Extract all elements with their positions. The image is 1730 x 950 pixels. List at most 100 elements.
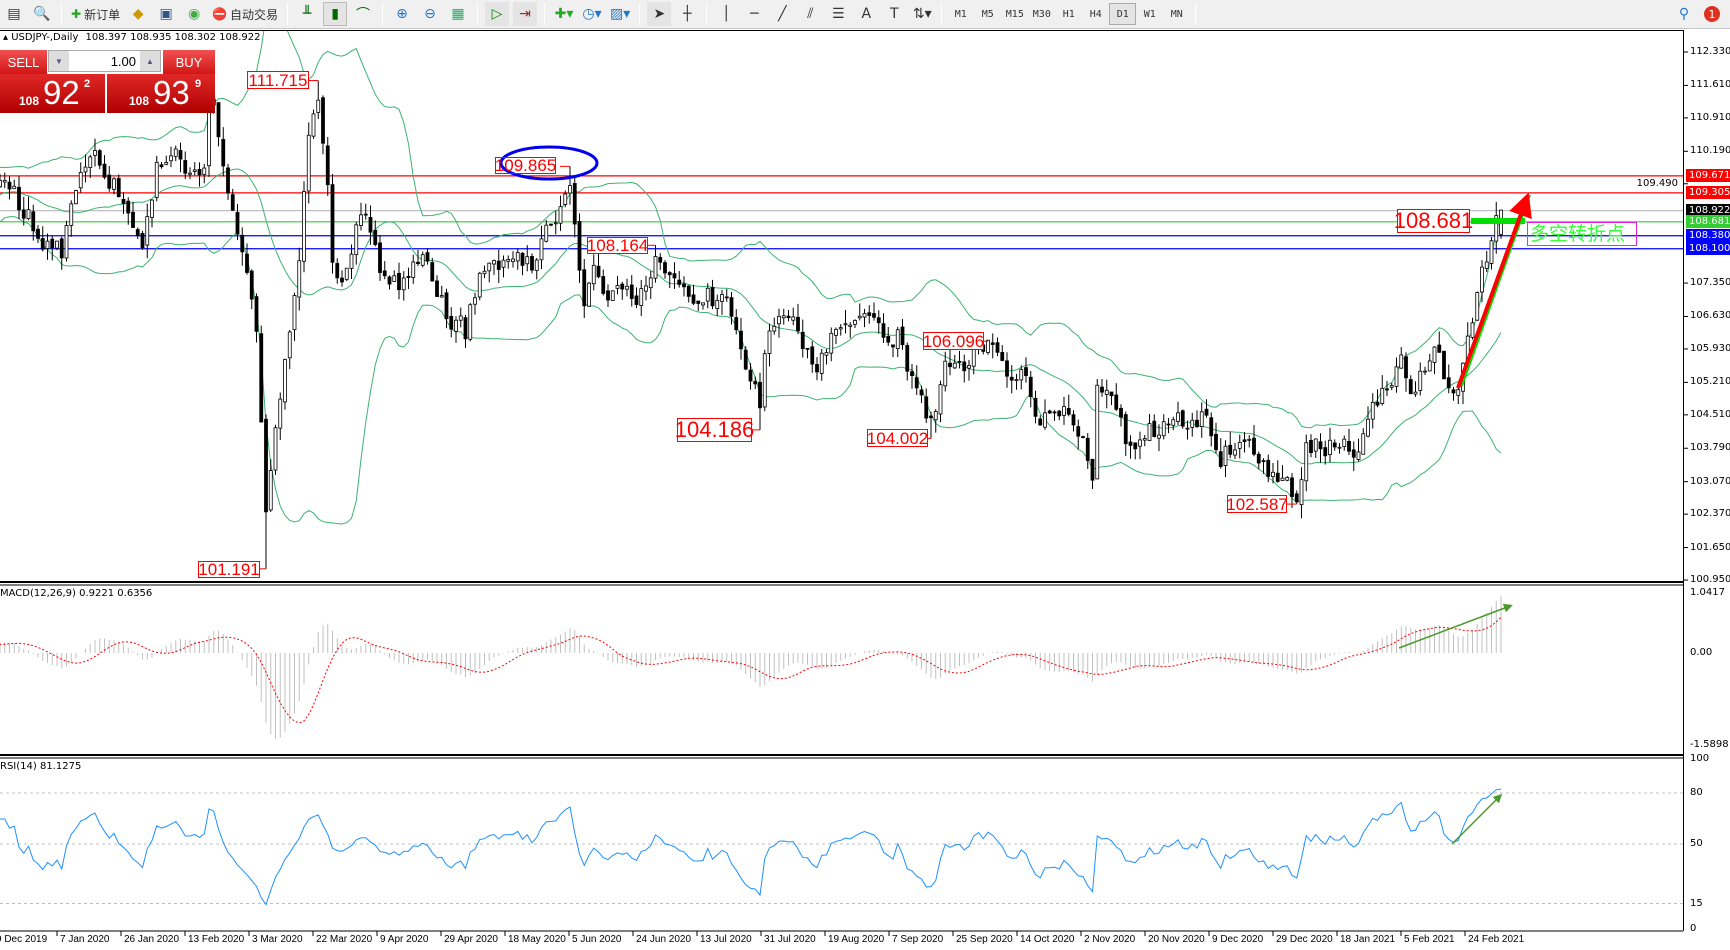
search-icon[interactable]: ⚲ xyxy=(1678,6,1690,22)
buy-price-pips: 93 xyxy=(153,74,190,111)
sell-button[interactable]: SELL xyxy=(0,50,47,74)
line-chart-icon[interactable]: ⌒ xyxy=(356,7,371,23)
macd-trend-arrow[interactable] xyxy=(1398,603,1513,649)
candle-body xyxy=(1104,389,1109,395)
templates-icon[interactable]: ▨▾ xyxy=(610,6,631,22)
timeframe-m30[interactable]: M30 xyxy=(1032,8,1051,20)
timeframe-d1[interactable]: D1 xyxy=(1109,3,1137,25)
candle xyxy=(302,181,306,273)
candle-body xyxy=(786,315,791,319)
crosshair-icon[interactable]: ┼ xyxy=(683,6,692,22)
candle xyxy=(938,380,943,423)
lot-increase-icon[interactable]: ▲ xyxy=(140,51,160,71)
candle-body xyxy=(1408,379,1413,395)
lot-size-value[interactable]: 1.00 xyxy=(110,53,136,69)
candle xyxy=(544,219,549,243)
price-line-tag: 108.100 xyxy=(1686,242,1730,256)
strategy-tester-icon[interactable]: ◆ xyxy=(132,6,144,22)
candle xyxy=(530,253,534,274)
candle-body xyxy=(1451,389,1456,394)
candle-body xyxy=(1047,410,1052,414)
candle-body xyxy=(249,270,254,300)
extreme-label[interactable]: 109.865 xyxy=(494,156,557,175)
text-label-icon[interactable]: T xyxy=(890,6,899,22)
new-order-button[interactable]: ✚ 新订单 xyxy=(69,2,122,26)
red-trend-arrow[interactable] xyxy=(1456,192,1532,389)
bar-chart-icon[interactable]: ╨ xyxy=(302,6,312,22)
rsi-axis-label: 100 xyxy=(1690,753,1710,764)
text-icon[interactable]: A xyxy=(861,6,872,22)
arrows-icon[interactable]: ⇅▾ xyxy=(912,6,932,22)
candle-body xyxy=(64,225,69,259)
candle xyxy=(36,225,40,244)
market-watch-zoom-icon[interactable]: 🔍 xyxy=(33,6,51,22)
tile-windows-icon[interactable]: ▦ xyxy=(451,6,465,22)
candle xyxy=(197,162,202,187)
extreme-label[interactable]: 111.715 xyxy=(247,70,309,90)
timeframe-h1[interactable]: H1 xyxy=(1062,8,1075,20)
candle xyxy=(1218,438,1223,469)
green-trend-line[interactable] xyxy=(1461,194,1531,387)
candle-body xyxy=(278,398,283,429)
candle-body xyxy=(1176,412,1180,422)
zoom-out-icon[interactable]: ⊖ xyxy=(424,6,436,22)
extreme-label[interactable]: 106.096 xyxy=(922,331,985,351)
level-marker-bar[interactable] xyxy=(1471,218,1525,224)
sell-price[interactable]: 108 92 2 xyxy=(0,74,105,113)
extreme-label[interactable]: 102.587 xyxy=(1226,494,1288,514)
auto-trading-button[interactable]: ⛔ 自动交易 xyxy=(210,2,280,26)
candle xyxy=(1271,463,1275,484)
timeframe-m1[interactable]: M1 xyxy=(954,8,967,20)
extreme-label[interactable]: 104.186 xyxy=(674,417,755,442)
candle-body xyxy=(55,240,59,249)
chart-shift-icon[interactable]: ⇥ xyxy=(513,2,538,26)
timeframe-m5[interactable]: M5 xyxy=(981,8,994,20)
pane-frames xyxy=(0,30,1688,936)
candle xyxy=(1347,428,1351,455)
cursor-icon[interactable]: ➤ xyxy=(647,2,672,26)
trendline-icon[interactable]: ╱ xyxy=(778,6,787,22)
horizontal-line-icon[interactable]: ─ xyxy=(750,6,759,22)
signals-icon[interactable]: ◉ xyxy=(187,6,201,22)
candle xyxy=(1047,409,1052,415)
timeframe-h4[interactable]: H4 xyxy=(1089,8,1102,20)
candle xyxy=(1071,410,1076,432)
candle xyxy=(1204,399,1209,418)
timeframe-mn[interactable]: MN xyxy=(1170,8,1183,20)
lot-decrease-icon[interactable]: ▼ xyxy=(49,51,69,71)
candle-body xyxy=(1223,445,1228,466)
buy-button[interactable]: BUY xyxy=(163,50,215,74)
extreme-label[interactable]: 101.191 xyxy=(198,560,260,579)
timeframe-w1[interactable]: W1 xyxy=(1143,8,1156,20)
candle xyxy=(411,254,416,284)
highlight-ellipse[interactable] xyxy=(499,145,599,181)
candle-body xyxy=(791,316,796,321)
rsi-axis-label: 80 xyxy=(1690,787,1703,798)
vertical-line-icon[interactable]: │ xyxy=(722,6,731,22)
equidistant-channel-icon[interactable]: ⫽ xyxy=(807,6,814,22)
rsi-axis-label: 0 xyxy=(1690,923,1697,934)
level-label[interactable]: 108.681 xyxy=(1393,208,1474,233)
buy-price[interactable]: 108 93 9 xyxy=(107,74,215,113)
auto-scroll-icon[interactable]: ▷ xyxy=(485,2,510,26)
candle xyxy=(720,289,724,315)
indicators-icon[interactable]: ✚▾ xyxy=(554,6,574,22)
new-chart-icon[interactable]: ▤ xyxy=(7,6,21,22)
fibonacci-icon[interactable]: ☰ xyxy=(832,6,845,22)
candle-body xyxy=(777,315,781,325)
timeframe-m15[interactable]: M15 xyxy=(1005,8,1024,20)
zoom-in-icon[interactable]: ⊕ xyxy=(396,6,408,22)
notification-badge[interactable]: 1 xyxy=(1700,2,1724,26)
candlestick-icon[interactable]: ▮ xyxy=(323,2,348,26)
terminal-icon[interactable]: ▣ xyxy=(159,6,173,22)
extreme-label[interactable]: 108.164 xyxy=(586,236,649,255)
rsi-trend-arrow[interactable] xyxy=(1451,793,1503,845)
periods-clock-icon[interactable]: ◷▾ xyxy=(582,6,602,22)
turning-point-text[interactable]: 多空转折点 xyxy=(1527,222,1637,246)
candle xyxy=(1446,364,1451,394)
candle-body xyxy=(1133,442,1138,450)
lot-size-field[interactable]: ▼ 1.00 ▲ xyxy=(48,50,161,72)
extreme-label[interactable]: 104.002 xyxy=(866,428,929,448)
